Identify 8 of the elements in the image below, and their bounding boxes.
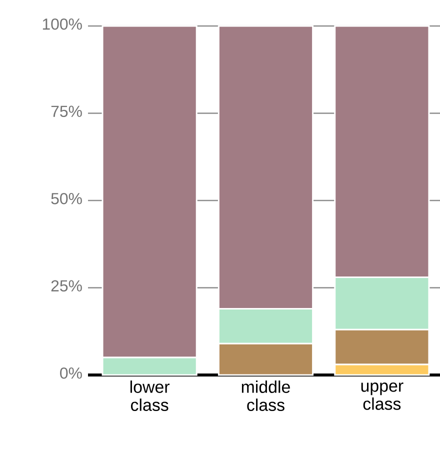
y-tick-label: 75%: [51, 106, 82, 117]
y-tick-label: 25%: [51, 280, 82, 292]
x-tick-label: lower class: [130, 380, 170, 412]
y-tick-label: 0%: [60, 367, 82, 379]
x-tick-label: upper class: [361, 382, 404, 410]
y-tick-label: 100%: [42, 18, 82, 30]
x-tick-label: middle class: [242, 380, 290, 412]
y-tick-label: 50%: [51, 192, 82, 204]
